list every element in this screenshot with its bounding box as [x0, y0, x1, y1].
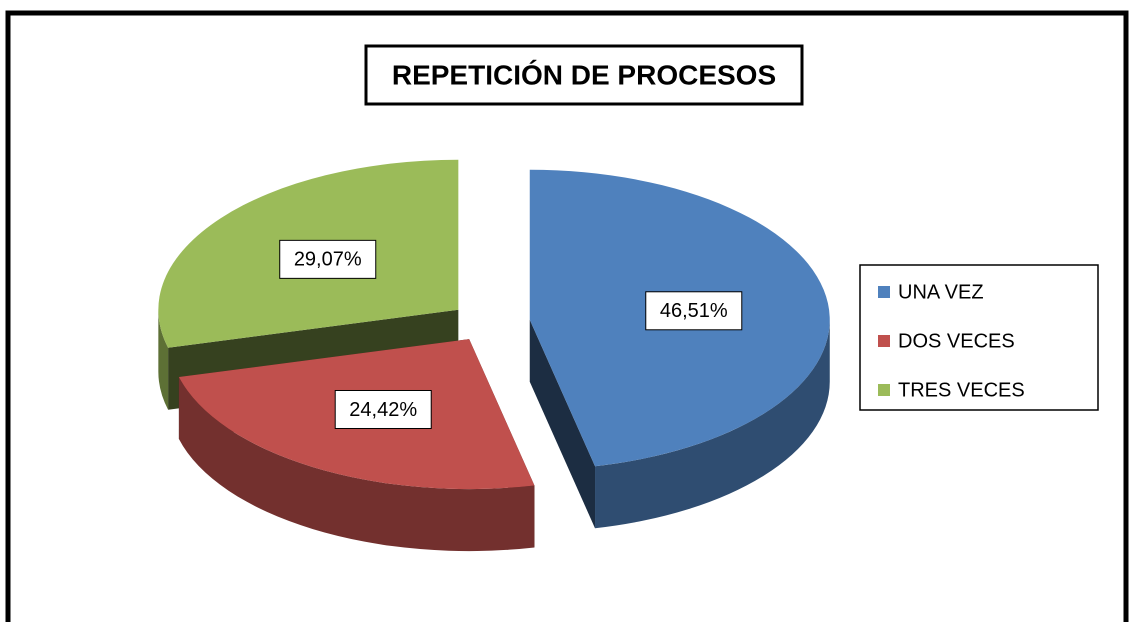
legend-label: TRES VECES [898, 379, 1025, 401]
data-label-box [334, 389, 432, 429]
slice-cut-face [529, 319, 596, 529]
legend-swatch [878, 335, 890, 347]
pie-slice: 24,42% [178, 339, 535, 552]
slice-side [158, 309, 169, 410]
legend-label: DOS VECES [898, 330, 1015, 352]
title-box [364, 44, 804, 106]
data-label: 46,51% [660, 300, 728, 322]
pie-slice: 46,51% [529, 169, 830, 529]
data-label: 29,07% [294, 249, 362, 271]
data-label: 24,42% [349, 399, 417, 421]
legend-label: UNA VEZ [898, 281, 984, 303]
legend-box [859, 264, 1099, 411]
slice-side [178, 377, 535, 552]
data-label-box [279, 239, 377, 279]
slice-side [595, 319, 830, 529]
chart-title: REPETICIÓN DE PROCESOS [392, 59, 776, 90]
legend-swatch [878, 286, 890, 298]
legend-swatch [878, 384, 890, 396]
data-label-box [645, 291, 743, 331]
